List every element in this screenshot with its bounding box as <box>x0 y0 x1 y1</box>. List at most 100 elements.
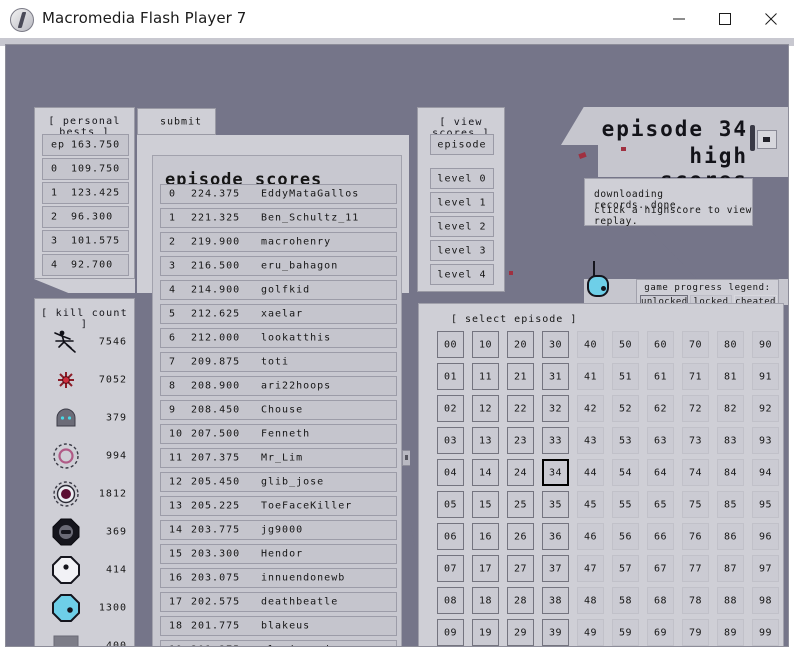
episode-cell-54[interactable]: 54 <box>612 459 639 486</box>
episode-cell-99[interactable]: 99 <box>752 619 779 646</box>
episode-cell-91[interactable]: 91 <box>752 363 779 390</box>
episode-cell-15[interactable]: 15 <box>472 491 499 518</box>
episode-score-row[interactable]: 16 203.075 innuendonewb <box>160 568 397 588</box>
episode-score-row[interactable]: 4 214.900 golfkid <box>160 280 397 300</box>
episode-cell-64[interactable]: 64 <box>647 459 674 486</box>
episode-cell-34[interactable]: 34 <box>542 459 569 486</box>
episode-cell-01[interactable]: 01 <box>437 363 464 390</box>
episode-cell-27[interactable]: 27 <box>507 555 534 582</box>
episode-cell-87[interactable]: 87 <box>717 555 744 582</box>
episode-cell-75[interactable]: 75 <box>682 491 709 518</box>
episode-score-row[interactable]: 7 209.875 toti <box>160 352 397 372</box>
episode-cell-59[interactable]: 59 <box>612 619 639 646</box>
episode-cell-43[interactable]: 43 <box>577 427 604 454</box>
episode-cell-89[interactable]: 89 <box>717 619 744 646</box>
episode-cell-95[interactable]: 95 <box>752 491 779 518</box>
episode-cell-20[interactable]: 20 <box>507 331 534 358</box>
episode-cell-24[interactable]: 24 <box>507 459 534 486</box>
episode-score-row[interactable]: 10 207.500 Fenneth <box>160 424 397 444</box>
episode-cell-45[interactable]: 45 <box>577 491 604 518</box>
episode-cell-37[interactable]: 37 <box>542 555 569 582</box>
episode-cell-71[interactable]: 71 <box>682 363 709 390</box>
episode-cell-67[interactable]: 67 <box>647 555 674 582</box>
maximize-button[interactable] <box>702 0 748 38</box>
episode-score-row[interactable]: 11 207.375 Mr_Lim <box>160 448 397 468</box>
episode-score-row[interactable]: 1 221.325 Ben_Schultz_11 <box>160 208 397 228</box>
episode-cell-83[interactable]: 83 <box>717 427 744 454</box>
episode-cell-44[interactable]: 44 <box>577 459 604 486</box>
episode-cell-10[interactable]: 10 <box>472 331 499 358</box>
episode-cell-74[interactable]: 74 <box>682 459 709 486</box>
episode-cell-80[interactable]: 80 <box>717 331 744 358</box>
view-scores-button-level-0[interactable]: level 0 <box>430 168 494 189</box>
episode-cell-62[interactable]: 62 <box>647 395 674 422</box>
episode-cell-63[interactable]: 63 <box>647 427 674 454</box>
episode-cell-50[interactable]: 50 <box>612 331 639 358</box>
episode-score-row[interactable]: 9 208.450 Chouse <box>160 400 397 420</box>
episode-cell-61[interactable]: 61 <box>647 363 674 390</box>
episode-cell-46[interactable]: 46 <box>577 523 604 550</box>
episode-cell-30[interactable]: 30 <box>542 331 569 358</box>
episode-cell-53[interactable]: 53 <box>612 427 639 454</box>
episode-cell-73[interactable]: 73 <box>682 427 709 454</box>
episode-cell-77[interactable]: 77 <box>682 555 709 582</box>
episode-cell-79[interactable]: 79 <box>682 619 709 646</box>
episode-score-row[interactable]: 13 205.225 ToeFaceKiller <box>160 496 397 516</box>
episode-cell-39[interactable]: 39 <box>542 619 569 646</box>
submit-button[interactable]: submit <box>137 108 216 135</box>
episode-score-row[interactable]: 12 205.450 glib_jose <box>160 472 397 492</box>
episode-cell-29[interactable]: 29 <box>507 619 534 646</box>
episode-cell-76[interactable]: 76 <box>682 523 709 550</box>
episode-score-row[interactable]: 18 201.775 blakeus <box>160 616 397 636</box>
episode-cell-14[interactable]: 14 <box>472 459 499 486</box>
episode-cell-93[interactable]: 93 <box>752 427 779 454</box>
episode-cell-60[interactable]: 60 <box>647 331 674 358</box>
episode-cell-49[interactable]: 49 <box>577 619 604 646</box>
episode-cell-05[interactable]: 05 <box>437 491 464 518</box>
view-scores-button-level-2[interactable]: level 2 <box>430 216 494 237</box>
view-scores-button-level-4[interactable]: level 4 <box>430 264 494 285</box>
episode-cell-33[interactable]: 33 <box>542 427 569 454</box>
close-button[interactable] <box>748 0 794 38</box>
episode-cell-26[interactable]: 26 <box>507 523 534 550</box>
episode-cell-13[interactable]: 13 <box>472 427 499 454</box>
episode-cell-00[interactable]: 00 <box>437 331 464 358</box>
episode-cell-17[interactable]: 17 <box>472 555 499 582</box>
view-scores-button-level-3[interactable]: level 3 <box>430 240 494 261</box>
episode-cell-31[interactable]: 31 <box>542 363 569 390</box>
episode-cell-68[interactable]: 68 <box>647 587 674 614</box>
episode-cell-81[interactable]: 81 <box>717 363 744 390</box>
episode-cell-58[interactable]: 58 <box>612 587 639 614</box>
episode-cell-18[interactable]: 18 <box>472 587 499 614</box>
episode-cell-57[interactable]: 57 <box>612 555 639 582</box>
episode-cell-56[interactable]: 56 <box>612 523 639 550</box>
episode-cell-04[interactable]: 04 <box>437 459 464 486</box>
episode-cell-35[interactable]: 35 <box>542 491 569 518</box>
episode-score-row[interactable]: 17 202.575 deathbeatle <box>160 592 397 612</box>
episode-cell-25[interactable]: 25 <box>507 491 534 518</box>
episode-cell-82[interactable]: 82 <box>717 395 744 422</box>
episode-cell-38[interactable]: 38 <box>542 587 569 614</box>
episode-score-row[interactable]: 2 219.900 macrohenry <box>160 232 397 252</box>
episode-cell-09[interactable]: 09 <box>437 619 464 646</box>
episode-cell-65[interactable]: 65 <box>647 491 674 518</box>
episode-cell-16[interactable]: 16 <box>472 523 499 550</box>
episode-cell-55[interactable]: 55 <box>612 491 639 518</box>
episode-cell-66[interactable]: 66 <box>647 523 674 550</box>
episode-cell-94[interactable]: 94 <box>752 459 779 486</box>
episode-cell-32[interactable]: 32 <box>542 395 569 422</box>
episode-cell-23[interactable]: 23 <box>507 427 534 454</box>
episode-cell-40[interactable]: 40 <box>577 331 604 358</box>
episode-cell-08[interactable]: 08 <box>437 587 464 614</box>
episode-cell-90[interactable]: 90 <box>752 331 779 358</box>
episode-score-row[interactable]: 0 224.375 EddyMataGallos <box>160 184 397 204</box>
episode-cell-88[interactable]: 88 <box>717 587 744 614</box>
episode-score-row[interactable]: 5 212.625 xaelar <box>160 304 397 324</box>
episode-cell-72[interactable]: 72 <box>682 395 709 422</box>
episode-cell-86[interactable]: 86 <box>717 523 744 550</box>
episode-cell-21[interactable]: 21 <box>507 363 534 390</box>
episode-score-row[interactable]: 15 203.300 Hendor <box>160 544 397 564</box>
episode-score-row[interactable]: 14 203.775 jg9000 <box>160 520 397 540</box>
episode-cell-42[interactable]: 42 <box>577 395 604 422</box>
episode-cell-11[interactable]: 11 <box>472 363 499 390</box>
